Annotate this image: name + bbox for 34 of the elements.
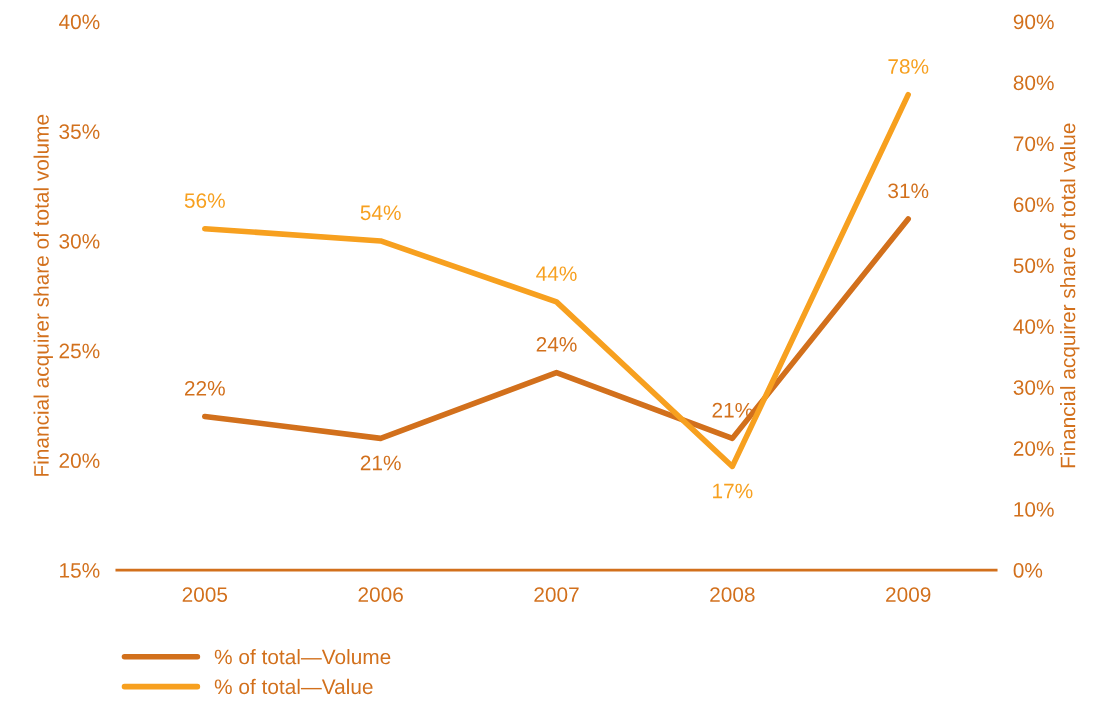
y2-tick-label: 20% — [1013, 441, 1054, 456]
y2-tick-label: 10% — [1014, 502, 1054, 517]
data-label: 56% — [184, 193, 225, 208]
data-label: 22% — [184, 380, 225, 396]
y2-tick-label: 50% — [1013, 258, 1054, 274]
data-label: 31% — [888, 183, 929, 199]
y-tick-label: 30% — [59, 233, 100, 249]
x-tick-label: 2007 — [534, 587, 579, 602]
data-label: 54% — [360, 205, 401, 221]
data-label: 24% — [536, 337, 577, 352]
y2-tick-label: 0% — [1013, 563, 1043, 578]
data-label: 44% — [536, 266, 577, 281]
y-tick-label: 20% — [59, 453, 100, 469]
y-tick-label: 15% — [60, 563, 100, 578]
x-tick-label: 2008 — [710, 587, 755, 602]
data-label: 17% — [713, 483, 753, 499]
y2-axis-title: Financial acquirer share of total value — [1060, 123, 1080, 468]
legend-label: % of total—Volume — [214, 648, 391, 665]
x-tick-label: 2005 — [182, 587, 228, 602]
y-tick-label: 40% — [58, 14, 100, 30]
data-label: 21% — [360, 455, 401, 471]
y2-tick-label: 30% — [1013, 380, 1054, 395]
y-axis-title: Financial acquirer share of total volume — [33, 114, 53, 476]
y-tick-label: 25% — [59, 343, 100, 359]
data-label: 78% — [888, 59, 929, 74]
y2-tick-label: 70% — [1013, 136, 1054, 152]
x-tick-label: 2009 — [886, 587, 931, 602]
y-tick-label: 35% — [59, 124, 100, 139]
y2-tick-label: 60% — [1013, 197, 1054, 213]
y2-tick-label: 80% — [1013, 75, 1054, 91]
y2-tick-label: 90% — [1013, 14, 1054, 30]
x-tick-label: 2006 — [358, 587, 403, 602]
y2-tick-label: 40% — [1013, 319, 1054, 334]
legend-label: % of total—Value — [214, 678, 373, 695]
